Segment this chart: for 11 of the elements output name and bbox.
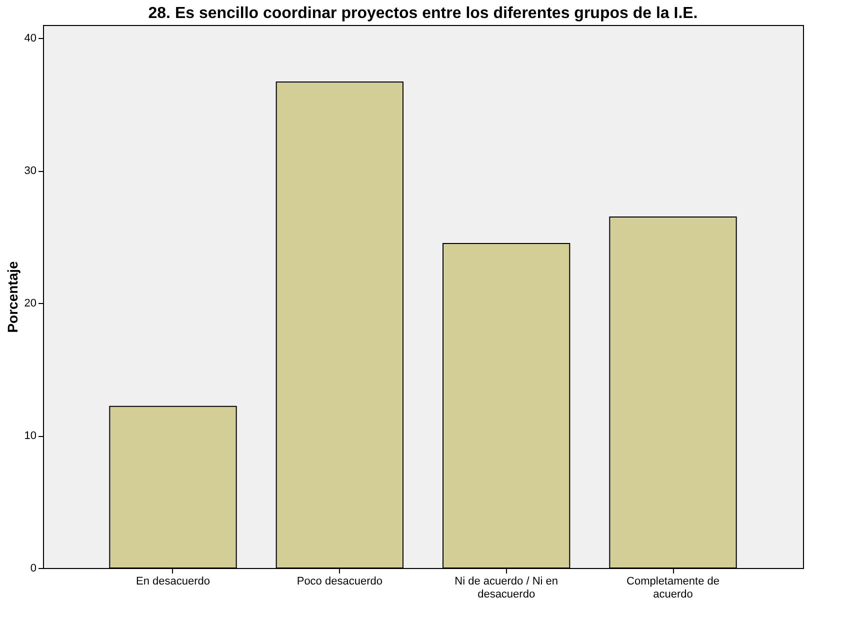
x-tick-label: En desacuerdo [136,576,210,588]
y-tick-label: 10 [24,430,36,442]
x-tick-label: Ni de acuerdo / Ni en desacuerdo [454,576,558,600]
x-tick-label: Completamente de acuerdo [626,576,720,600]
y-tick-label: 40 [24,32,36,45]
y-tick-label: 0 [30,562,36,574]
y-tick-label: 20 [24,298,36,310]
chart-title: 28. Es sencillo coordinar proyectos entre los diferentes grupos de la I.E. [148,5,698,22]
y-axis-title: Porcentaje [4,260,20,333]
x-tick-label: Poco desacuerdo [296,576,382,588]
y-tick-label: 30 [24,165,36,178]
